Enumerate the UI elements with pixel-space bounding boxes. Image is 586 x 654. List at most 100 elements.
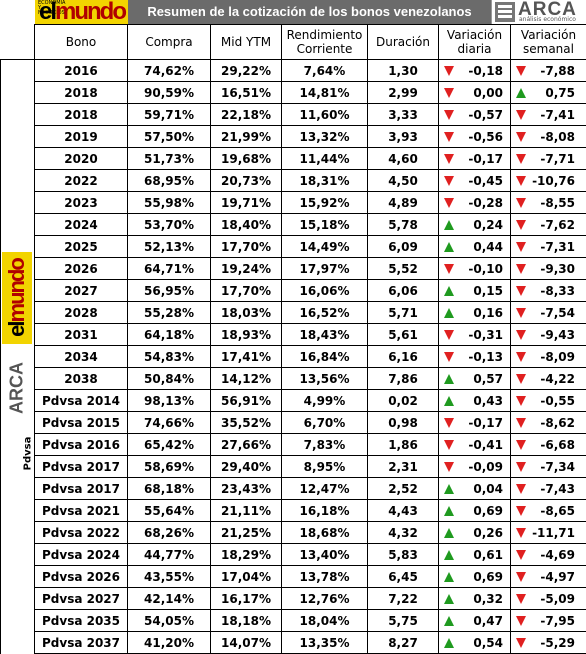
compra-cell: 41,20% — [128, 632, 211, 654]
bono-cell: Pdvsa 2021 — [35, 500, 128, 522]
rendimiento-cell: 18,43% — [282, 324, 368, 346]
ytm-cell: 16,51% — [211, 82, 282, 104]
arrow-down-icon — [444, 154, 454, 164]
variacion-diaria-value: 0,61 — [457, 548, 503, 562]
bono-cell: Pdvsa 2027 — [35, 588, 128, 610]
arrow-down-icon — [444, 462, 454, 472]
arrow-down-icon — [516, 594, 526, 604]
side-cell — [1, 632, 35, 654]
variacion-semanal-value: -9,43 — [529, 328, 575, 342]
col-header-compra: Compra — [128, 25, 211, 60]
ytm-cell: 18,03% — [211, 302, 282, 324]
variacion-diaria-value: -0,41 — [457, 438, 503, 452]
duracion-cell: 2,31 — [368, 456, 439, 478]
table-header-row: Bono Compra Mid YTM Rendimiento Corrient… — [1, 25, 586, 60]
bono-cell: 2023 — [35, 192, 128, 214]
side-cell — [1, 214, 35, 236]
arrow-up-icon — [444, 528, 454, 538]
side-cell — [1, 148, 35, 170]
col-header-bono: Bono — [35, 25, 128, 60]
variacion-semanal-cell: -5,29 — [511, 632, 586, 654]
ytm-cell: 56,91% — [211, 390, 282, 412]
variacion-semanal-cell: -8,55 — [511, 192, 586, 214]
variacion-semanal-value: -7,34 — [529, 460, 575, 474]
variacion-diaria-cell: -0,09 — [439, 456, 511, 478]
variacion-diaria-cell: -0,28 — [439, 192, 511, 214]
variacion-semanal-value: -0,55 — [529, 394, 575, 408]
arca-logo-sub: análisis económico — [519, 16, 576, 23]
arrow-up-icon — [444, 308, 454, 318]
duracion-cell: 5,78 — [368, 214, 439, 236]
bono-cell: Pdvsa 2014 — [35, 390, 128, 412]
arrow-down-icon — [444, 132, 454, 142]
variacion-diaria-cell: 0,16 — [439, 302, 511, 324]
variacion-semanal-value: -5,29 — [529, 636, 575, 650]
bono-cell: Pdvsa 2015 — [35, 412, 128, 434]
variacion-semanal-value: -8,62 — [529, 416, 575, 430]
rendimiento-cell: 12,47% — [282, 478, 368, 500]
compra-cell: 59,71% — [128, 104, 211, 126]
variacion-semanal-value: -7,43 — [529, 482, 575, 496]
compra-cell: 55,28% — [128, 302, 211, 324]
header: ECONOMÍA Y NEGOCIOS elmundo Resumen de l… — [0, 0, 586, 24]
variacion-semanal-cell: -7,31 — [511, 236, 586, 258]
variacion-diaria-value: 0,54 — [457, 636, 503, 650]
elmundo-vertical-logo: elmundo — [2, 252, 32, 344]
variacion-semanal-value: -7,41 — [529, 108, 575, 122]
variacion-semanal-value: 0,75 — [529, 86, 575, 100]
ytm-cell: 23,43% — [211, 478, 282, 500]
variacion-semanal-cell: -5,09 — [511, 588, 586, 610]
variacion-diaria-value: 0,26 — [457, 526, 503, 540]
compra-cell: 74,62% — [128, 60, 211, 82]
duracion-cell: 7,86 — [368, 368, 439, 390]
compra-cell: 58,69% — [128, 456, 211, 478]
rendimiento-cell: 15,92% — [282, 192, 368, 214]
variacion-diaria-cell: 0,57 — [439, 368, 511, 390]
compra-cell: 64,71% — [128, 258, 211, 280]
variacion-diaria-value: -0,17 — [457, 152, 503, 166]
arrow-up-icon — [444, 550, 454, 560]
variacion-semanal-value: -6,68 — [529, 438, 575, 452]
rendimiento-cell: 7,83% — [282, 434, 368, 456]
side-cell — [1, 104, 35, 126]
variacion-semanal-value: -7,62 — [529, 218, 575, 232]
compra-cell: 57,50% — [128, 126, 211, 148]
variacion-semanal-cell: -8,62 — [511, 412, 586, 434]
variacion-diaria-cell: -0,17 — [439, 412, 511, 434]
ytm-cell: 35,52% — [211, 412, 282, 434]
variacion-diaria-cell: -0,57 — [439, 104, 511, 126]
compra-cell: 54,05% — [128, 610, 211, 632]
ytm-cell: 29,22% — [211, 60, 282, 82]
arrow-down-icon — [516, 374, 526, 384]
variacion-diaria-value: 0,57 — [457, 372, 503, 386]
bono-cell: 2018 — [35, 82, 128, 104]
bono-cell: 2025 — [35, 236, 128, 258]
duracion-cell: 5,61 — [368, 324, 439, 346]
duracion-cell: 7,22 — [368, 588, 439, 610]
bono-cell: 2026 — [35, 258, 128, 280]
bono-cell: Pdvsa 2017 — [35, 478, 128, 500]
rendimiento-cell: 6,70% — [282, 412, 368, 434]
ytm-cell: 17,41% — [211, 346, 282, 368]
ytm-cell: 21,99% — [211, 126, 282, 148]
variacion-diaria-cell: 0,61 — [439, 544, 511, 566]
ytm-cell: 19,24% — [211, 258, 282, 280]
variacion-semanal-value: -4,69 — [529, 548, 575, 562]
duracion-cell: 4,32 — [368, 522, 439, 544]
variacion-semanal-value: -7,31 — [529, 240, 575, 254]
duracion-cell: 5,83 — [368, 544, 439, 566]
variacion-diaria-cell: 0,47 — [439, 610, 511, 632]
arrow-down-icon — [516, 572, 526, 582]
arrow-down-icon — [516, 110, 526, 120]
bono-cell: 2027 — [35, 280, 128, 302]
side-cell — [1, 126, 35, 148]
bono-cell: 2016 — [35, 60, 128, 82]
duracion-cell: 8,27 — [368, 632, 439, 654]
